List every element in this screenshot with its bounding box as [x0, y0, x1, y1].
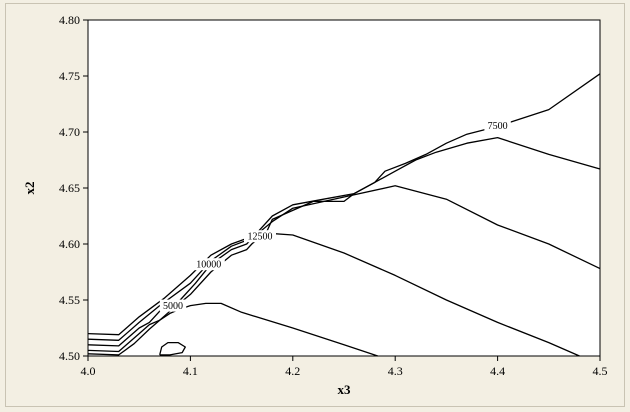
x-tick-label: 4.0: [81, 364, 96, 378]
y-axis-ticks: 4.50 4.55 4.60 4.65 4.70 4.75 4.80: [59, 13, 88, 363]
contour-label-bg: [244, 230, 276, 243]
contour-line-10000: [87, 185, 601, 341]
contour-label-bg: [484, 119, 511, 132]
x-tick-label: 4.4: [490, 364, 505, 378]
contour-label-10000: 10000: [196, 260, 221, 271]
y-tick-label: 4.80: [59, 13, 80, 27]
y-tick-label: 4.60: [59, 237, 80, 251]
contour-label-bg: [192, 258, 225, 271]
x-tick-label: 4.3: [388, 364, 403, 378]
contour-label-7500: 7500: [488, 121, 508, 132]
x-axis-ticks: 4.0 4.1 4.2 4.3 4.4 4.5: [81, 356, 608, 378]
contour-label-5000: 5000: [163, 301, 183, 312]
y-axis-label: x2: [22, 182, 37, 195]
x-axis-label: x3: [338, 382, 352, 397]
contour-label-bg: [159, 299, 187, 312]
contour-label-12500: 12500: [248, 232, 273, 243]
figure-border: [5, 3, 625, 407]
contour-labels: 5000 10000 12500 7500: [159, 119, 511, 312]
y-tick-label: 4.65: [59, 181, 80, 195]
contour-line-unlabeled-1: [159, 341, 186, 356]
contour-line-7500: [87, 136, 601, 347]
y-tick-label: 4.55: [59, 293, 80, 307]
y-tick-label: 4.50: [59, 349, 80, 363]
x-tick-label: 4.1: [183, 364, 198, 378]
y-tick-label: 4.75: [59, 69, 80, 83]
y-tick-label: 4.70: [59, 125, 80, 139]
x-tick-label: 4.5: [593, 364, 608, 378]
x-tick-label: 4.2: [285, 364, 300, 378]
contour-lines: [87, 73, 601, 357]
